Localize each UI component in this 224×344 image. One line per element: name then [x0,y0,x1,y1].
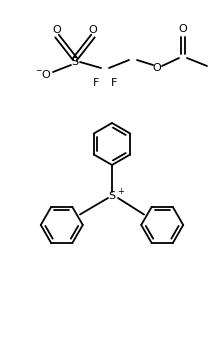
Text: O: O [179,24,187,34]
Text: O: O [53,25,61,35]
Text: +: + [118,186,125,195]
Text: $\mathregular{^{-}}$O: $\mathregular{^{-}}$O [35,68,52,80]
Text: O: O [153,63,161,73]
Text: F: F [93,78,99,88]
Text: O: O [89,25,97,35]
Text: S: S [108,191,116,201]
Text: F: F [111,78,117,88]
Text: S: S [71,57,79,67]
